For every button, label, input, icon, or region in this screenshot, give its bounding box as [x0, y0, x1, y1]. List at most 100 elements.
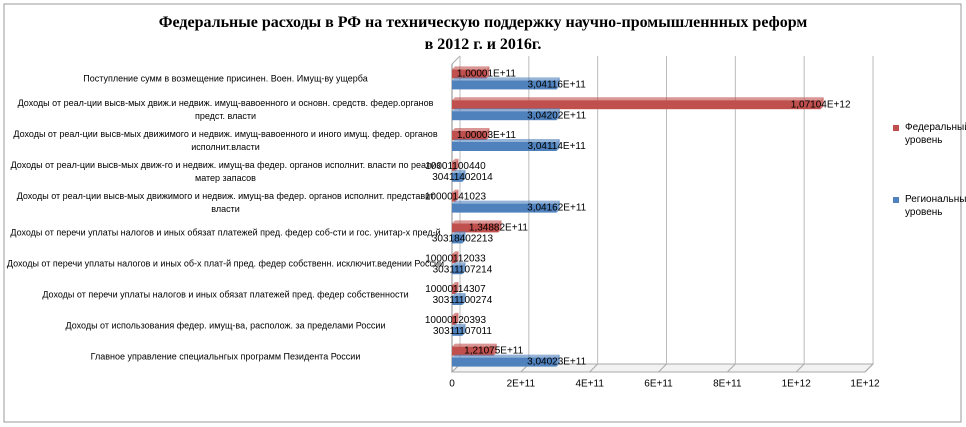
- chart-title: Федеральные расходы в РФ на техническую …: [158, 14, 808, 31]
- value-label: 30311107214: [433, 264, 493, 275]
- bar-face: [820, 97, 824, 110]
- bar-face: [455, 282, 459, 294]
- value-label: 30318402213: [432, 234, 494, 245]
- bar-face: [452, 293, 466, 296]
- bar-face: [452, 346, 494, 356]
- value-label: 10000120393: [425, 315, 487, 326]
- bar-face: [452, 139, 560, 142]
- x-tick-label: 6E+11: [644, 379, 673, 390]
- bar-face: [452, 354, 560, 358]
- value-label: 1,34882E+11: [469, 223, 528, 234]
- x-tick-label: 4E+11: [575, 379, 604, 390]
- y-tick-label: Доходы от перечи уплаты налогов и иных о…: [6, 258, 445, 269]
- bar-face: [452, 254, 456, 264]
- tick-mark: [795, 363, 805, 373]
- bar-face: [556, 200, 560, 213]
- bar-face: [452, 161, 456, 171]
- bar-face: [452, 111, 557, 121]
- x-tick-label: 0: [449, 379, 455, 390]
- bar-face: [452, 343, 497, 347]
- bar-face: [452, 69, 487, 79]
- bar-face: [452, 326, 463, 336]
- x-tick-label: 1E+12: [850, 379, 880, 390]
- bar-face: [452, 262, 466, 266]
- y-tick-label: Доходы от перечи уплаты налогов и иных о…: [42, 289, 409, 300]
- bar: [452, 108, 560, 121]
- bar-face: [452, 128, 490, 131]
- bar: [452, 293, 466, 305]
- bar-face: [556, 108, 560, 121]
- value-label: 1,07104E+12: [791, 99, 851, 110]
- bar: [452, 343, 497, 356]
- bar: [452, 66, 490, 79]
- y-tick-label: Доходы от реал-ции высв-мых движ.и недви…: [17, 98, 434, 122]
- y-tick-label: Доходы от реал-ции высв-мых движимого и …: [16, 190, 435, 214]
- bar-face: [452, 296, 463, 305]
- value-label: 3,04202E+11: [527, 110, 586, 121]
- bar-face: [452, 192, 456, 202]
- y-tick-label: Доходы от реал-ции высв-мых движ-го и не…: [10, 159, 441, 183]
- bar-face: [452, 234, 463, 244]
- chart-title: в 2012 г. и 2016г.: [424, 36, 542, 53]
- value-label: 10000141023: [425, 192, 487, 203]
- bar-face: [452, 142, 557, 151]
- bar-face: [462, 231, 466, 244]
- value-label: 3,04116E+11: [528, 80, 587, 91]
- bar-face: [452, 100, 821, 110]
- bar-face: [452, 97, 824, 101]
- axis: [451, 55, 461, 65]
- value-label: 1,21075E+11: [464, 346, 523, 357]
- x-tick-label: 8E+11: [713, 379, 742, 390]
- bar-face: [493, 343, 497, 356]
- bar-face: [556, 139, 560, 151]
- bar-face: [486, 128, 490, 140]
- value-label: 3,04114E+11: [528, 141, 587, 152]
- bar-face: [462, 169, 466, 182]
- bar: [452, 169, 466, 182]
- bar-face: [452, 66, 490, 70]
- bar-face: [452, 172, 463, 182]
- tick-mark: [864, 363, 874, 373]
- tick-mark: [726, 363, 736, 373]
- bar-face: [452, 251, 459, 255]
- bar-face: [455, 251, 459, 264]
- bar: [452, 354, 560, 367]
- bar-face: [556, 354, 560, 367]
- bar: [452, 128, 490, 140]
- x-tick-label: 2E+11: [507, 379, 536, 390]
- value-label: 10000112033: [425, 253, 486, 264]
- bar-face: [452, 265, 463, 275]
- value-label: 30311107011: [433, 326, 492, 337]
- bar-face: [452, 323, 466, 327]
- bar-face: [452, 315, 456, 325]
- bar-face: [498, 220, 502, 233]
- bar-face: [452, 80, 557, 90]
- y-tick-label: Доходы от использования федер. имущ-ва, …: [65, 320, 386, 331]
- bar: [452, 158, 459, 171]
- bar-face: [452, 285, 456, 294]
- y-tick-label: Доходы от реал-ции высв-мых движимого и …: [13, 129, 438, 152]
- value-label: 10001100440: [425, 161, 486, 172]
- value-label: 30311100274: [433, 295, 493, 306]
- bar-face: [452, 223, 499, 233]
- frame: [3, 3, 962, 423]
- bar-face: [452, 131, 487, 140]
- y-tick-label: Доходы от перечи уплаты налогов и иных о…: [10, 227, 441, 238]
- bar: [452, 77, 560, 90]
- bar-face: [455, 312, 459, 325]
- legend-label: Региональный уровень: [905, 194, 966, 218]
- bar: [452, 323, 466, 336]
- bar-face: [486, 66, 490, 79]
- bar: [452, 231, 466, 244]
- value-label: 10000114307: [425, 284, 486, 295]
- bar-face: [452, 312, 459, 316]
- bar-face: [556, 77, 560, 90]
- bar: [452, 189, 459, 202]
- bar-face: [452, 108, 560, 112]
- bar-face: [452, 169, 466, 173]
- bar: [452, 97, 824, 110]
- x-tick-label: 1E+12: [782, 379, 812, 390]
- bar-face: [452, 220, 502, 224]
